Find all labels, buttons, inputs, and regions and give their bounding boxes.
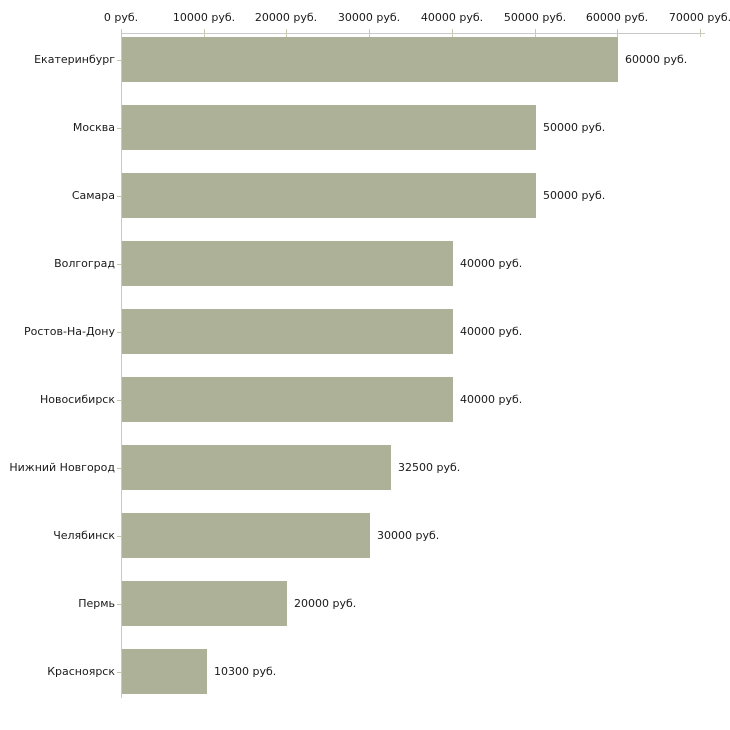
bar-value-label: 40000 руб. (460, 325, 523, 338)
x-axis-tick-label: 10000 руб. (172, 11, 236, 24)
x-axis-tick (617, 29, 618, 37)
y-axis-line (121, 33, 122, 698)
x-axis-tick-label: 0 руб. (103, 11, 139, 24)
bar-value-label: 50000 руб. (543, 121, 606, 134)
bar-value-label: 50000 руб. (543, 189, 606, 202)
category-label: Нижний Новгород (9, 461, 115, 474)
category-tick (117, 468, 121, 469)
category-tick (117, 60, 121, 61)
bar-value-label: 30000 руб. (377, 529, 440, 542)
x-axis-tick (204, 29, 205, 37)
bar-value-label: 32500 руб. (398, 461, 461, 474)
category-label: Ростов-На-Дону (23, 325, 115, 338)
x-axis-line (121, 33, 705, 34)
bar (122, 173, 536, 218)
category-label: Новосибирск (39, 393, 115, 406)
category-label: Красноярск (47, 665, 115, 678)
bar-value-label: 10300 руб. (214, 665, 277, 678)
category-label: Пермь (78, 597, 115, 610)
bar (122, 105, 536, 150)
bar (122, 581, 287, 626)
bar-value-label: 40000 руб. (460, 393, 523, 406)
bar (122, 241, 453, 286)
category-label: Волгоград (54, 257, 115, 270)
bar-value-label: 20000 руб. (294, 597, 357, 610)
x-axis-tick (700, 29, 701, 37)
bar (122, 377, 453, 422)
bar (122, 309, 453, 354)
x-axis-tick-label: 60000 руб. (585, 11, 649, 24)
category-tick (117, 400, 121, 401)
category-tick (117, 672, 121, 673)
bar-value-label: 40000 руб. (460, 257, 523, 270)
bar (122, 37, 618, 82)
category-tick (117, 536, 121, 537)
x-axis-tick (535, 29, 536, 37)
x-axis-tick (286, 29, 287, 37)
bar (122, 649, 207, 694)
x-axis-tick-label: 70000 руб. (668, 11, 730, 24)
category-label: Челябинск (53, 529, 115, 542)
x-axis-tick-label: 30000 руб. (337, 11, 401, 24)
x-axis-tick-label: 50000 руб. (503, 11, 567, 24)
category-tick (117, 332, 121, 333)
x-axis-tick (452, 29, 453, 37)
bar (122, 445, 391, 490)
category-tick (117, 128, 121, 129)
category-tick (117, 264, 121, 265)
category-label: Екатеринбург (34, 53, 115, 66)
category-label: Москва (72, 121, 115, 134)
x-axis-tick-label: 20000 руб. (254, 11, 318, 24)
category-tick (117, 196, 121, 197)
x-axis-tick (369, 29, 370, 37)
x-axis-tick-label: 40000 руб. (420, 11, 484, 24)
bar-value-label: 60000 руб. (625, 53, 688, 66)
category-label: Самара (71, 189, 115, 202)
bar (122, 513, 370, 558)
category-tick (117, 604, 121, 605)
x-axis-tick (121, 29, 122, 37)
